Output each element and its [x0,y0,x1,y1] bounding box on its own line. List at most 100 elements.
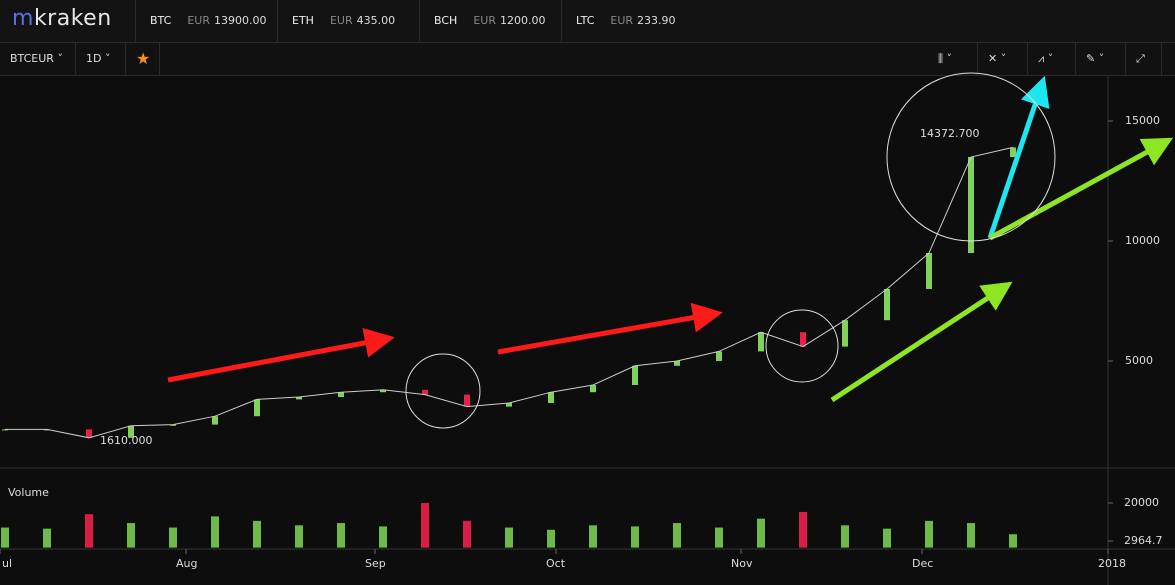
candle [2,429,8,431]
ticker[interactable]: BTC EUR 13900.00 [135,0,277,42]
volume-bar [757,518,765,548]
volume-bar [253,520,261,548]
ticker-price: 1200.00 [499,14,546,27]
candle [464,394,470,407]
price-line [5,146,1014,439]
candle [422,389,428,395]
volume-bar [463,520,471,548]
ticker[interactable]: LTC EUR 233.90 [561,0,703,42]
volume-bar [1009,534,1017,548]
ticker[interactable]: BCH EUR 1200.00 [419,0,561,42]
candle [296,397,302,400]
candle [884,289,890,321]
candle [128,425,134,438]
ticker-currency: EUR [187,14,210,27]
candle [254,399,260,417]
fullscreen-btn[interactable]: ⤢ [1126,43,1162,75]
circles [405,72,1056,429]
y-tick-label: 5000 [1125,354,1153,367]
volume-bar [127,523,135,548]
volume-bar [883,528,891,548]
volume-bar [673,523,681,548]
volume-tick-label: 20000 [1124,496,1159,509]
logo[interactable]: mkraken [12,6,112,31]
volume-bar [211,516,219,548]
candle [590,385,596,393]
ticker-price: 13900.00 [213,14,267,27]
candle [800,332,806,347]
ticker-price: 435.00 [356,14,396,27]
pair: BTCEUR [10,52,54,65]
candle [212,416,218,425]
volume-bar [799,511,807,548]
candle [380,389,386,393]
volume-bar [295,525,303,548]
volume-tick-label: 2964.7 [1124,534,1163,547]
volume-bar [1,527,9,548]
volume-bar [967,523,975,548]
ticker-currency: EUR [473,14,496,27]
x-tick-label: Sep [365,557,386,570]
volume-title: Volume [8,486,49,499]
candle [86,429,92,438]
volume-bar [925,520,933,548]
interval-select[interactable]: 1D ˅ [76,43,126,75]
volume-bar [85,514,93,548]
ticker-symbol: ETH [292,14,314,27]
draw-btn[interactable]: ✎ ˅ [1076,43,1126,75]
volume-bar [589,525,597,548]
volume-bar [43,528,51,548]
logo-text: kraken [33,6,112,31]
x-tick-label: ul [2,557,12,570]
y-tick-label: 15000 [1125,114,1160,127]
candle [968,157,974,253]
volume-bar [379,526,387,548]
toolbar: BTCEUR ˅ 1D ˅ ★ ⫼ ˅ ✕ ˅ ⩘ ˅ ✎ ˅ ⤢ [0,43,1175,76]
ticker-currency: EUR [610,14,634,27]
header: mkraken BTC EUR 13900.00 ETH EUR 435.00 BCH EUR… [0,0,1175,43]
favorite[interactable]: ★ [126,43,160,75]
ticker-currency: EUR [329,14,353,27]
candle [170,424,176,426]
low-label: 1610.000 [100,434,153,447]
candle [926,253,932,289]
ticker-price: 233.90 [637,14,676,27]
volume-bar [169,527,177,548]
ticker-symbol: LTC [576,14,595,27]
candle [44,429,50,431]
volume-bar [421,503,429,548]
candle [1010,147,1016,157]
volume-bar [547,529,555,548]
arrows [167,75,1174,403]
x-tick-label: Aug [176,557,197,570]
interval: 1D [86,52,102,65]
volume-bar [631,526,639,548]
chart-type-btn[interactable]: ⫼ ˅ [928,43,978,75]
candle [548,392,554,403]
candle [716,351,722,361]
indicator-btn[interactable]: ✕ ˅ [978,43,1028,75]
candle [758,332,764,352]
high-label: 14372.700 [920,127,980,140]
pair-select[interactable]: BTCEUR ˅ [0,43,76,75]
ticker-symbol: BTC [150,14,172,27]
candle [506,403,512,407]
candle [632,365,638,385]
compare-btn[interactable]: ⩘ ˅ [1028,43,1076,75]
x-tick-label: 2018 [1098,557,1126,570]
x-tick-label: Dec [912,557,933,570]
volume-bar [337,523,345,548]
x-tick-label: Nov [731,557,753,570]
volume-bar [841,525,849,548]
y-tick-label: 10000 [1125,234,1160,247]
candle [338,392,344,397]
ticker-symbol: BCH [434,14,458,27]
volume-bar [505,527,513,548]
candle [842,320,848,347]
candle [674,361,680,366]
x-tick-label: Oct [546,557,566,570]
ticker[interactable]: ETH EUR 435.00 [277,0,419,42]
volume-bar [715,527,723,548]
